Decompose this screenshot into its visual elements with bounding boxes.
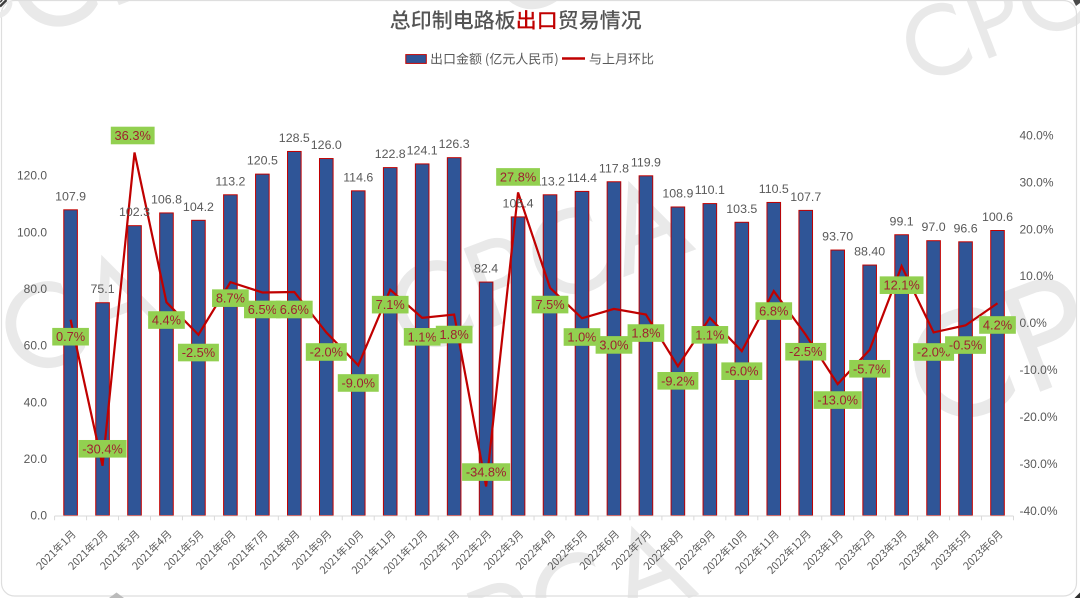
svg-text:128.5: 128.5 <box>279 131 310 145</box>
svg-text:75.1: 75.1 <box>90 282 114 296</box>
svg-text:124.1: 124.1 <box>407 143 438 157</box>
svg-text:36.3%: 36.3% <box>115 128 151 143</box>
svg-text:106.8: 106.8 <box>151 192 182 206</box>
svg-text:6.8%: 6.8% <box>759 304 788 319</box>
svg-text:102.3: 102.3 <box>119 205 150 219</box>
svg-text:-2.0%: -2.0% <box>310 344 343 359</box>
svg-text:4.2%: 4.2% <box>983 317 1012 332</box>
svg-text:88.40: 88.40 <box>854 245 885 259</box>
svg-text:100.0: 100.0 <box>17 225 47 239</box>
svg-text:7.5%: 7.5% <box>535 297 564 312</box>
svg-text:40.0: 40.0 <box>24 395 48 409</box>
svg-text:114.6: 114.6 <box>343 170 373 184</box>
svg-text:0.0%: 0.0% <box>1020 316 1048 330</box>
svg-text:1.1%: 1.1% <box>695 327 724 342</box>
svg-text:119.9: 119.9 <box>631 155 661 169</box>
svg-text:1.0%: 1.0% <box>567 330 596 345</box>
svg-text:-30.4%: -30.4% <box>82 441 123 456</box>
svg-text:4.4%: 4.4% <box>152 313 181 328</box>
svg-text:-2.5%: -2.5% <box>182 345 215 360</box>
svg-text:7.1%: 7.1% <box>376 297 405 312</box>
svg-text:3.0%: 3.0% <box>599 337 628 352</box>
svg-text:10.0%: 10.0% <box>1020 269 1054 283</box>
svg-text:-30.0%: -30.0% <box>1020 457 1058 471</box>
svg-text:100.6: 100.6 <box>982 210 1013 224</box>
svg-text:113.2: 113.2 <box>535 174 565 188</box>
svg-text:27.8%: 27.8% <box>500 169 536 184</box>
svg-text:80.0: 80.0 <box>24 282 48 296</box>
svg-text:-5.7%: -5.7% <box>853 361 886 376</box>
svg-text:8.7%: 8.7% <box>216 291 245 306</box>
svg-text:0.7%: 0.7% <box>56 329 85 344</box>
svg-text:96.6: 96.6 <box>953 221 977 235</box>
svg-text:-2.5%: -2.5% <box>789 344 822 359</box>
svg-text:0.0: 0.0 <box>30 509 47 523</box>
svg-text:93.70: 93.70 <box>822 230 853 244</box>
svg-text:104.2: 104.2 <box>183 200 214 214</box>
svg-text:40.0%: 40.0% <box>1020 128 1054 142</box>
svg-text:97.0: 97.0 <box>922 220 946 234</box>
svg-text:20.0%: 20.0% <box>1020 222 1054 236</box>
svg-text:1.1%: 1.1% <box>408 329 437 344</box>
svg-text:6.6%: 6.6% <box>280 302 309 317</box>
svg-text:103.5: 103.5 <box>726 202 757 216</box>
svg-text:122.8: 122.8 <box>375 147 406 161</box>
svg-text:20.0: 20.0 <box>24 452 48 466</box>
svg-text:105.4: 105.4 <box>503 196 534 210</box>
svg-text:113.2: 113.2 <box>215 174 245 188</box>
svg-text:-20.0%: -20.0% <box>1020 410 1058 424</box>
svg-text:-34.8%: -34.8% <box>466 465 507 480</box>
svg-text:-2.0%: -2.0% <box>917 344 950 359</box>
svg-text:107.9: 107.9 <box>55 189 86 203</box>
svg-text:-6.0%: -6.0% <box>725 364 758 379</box>
svg-text:-13.0%: -13.0% <box>817 393 858 408</box>
svg-text:108.9: 108.9 <box>662 186 693 200</box>
svg-text:12.1%: 12.1% <box>883 278 919 293</box>
svg-text:110.5: 110.5 <box>759 182 789 196</box>
svg-text:30.0%: 30.0% <box>1020 175 1054 189</box>
svg-text:120.5: 120.5 <box>247 154 278 168</box>
svg-text:107.7: 107.7 <box>790 190 821 204</box>
svg-text:126.3: 126.3 <box>439 137 470 151</box>
svg-text:-10.0%: -10.0% <box>1020 363 1058 377</box>
svg-text:-9.2%: -9.2% <box>661 373 694 388</box>
svg-text:-40.0%: -40.0% <box>1020 504 1058 518</box>
svg-text:110.1: 110.1 <box>695 183 725 197</box>
svg-text:1.8%: 1.8% <box>440 327 469 342</box>
svg-text:60.0: 60.0 <box>24 339 48 353</box>
svg-text:117.8: 117.8 <box>599 161 629 175</box>
svg-text:1.8%: 1.8% <box>631 326 660 341</box>
svg-text:114.4: 114.4 <box>567 171 597 185</box>
svg-text:126.0: 126.0 <box>311 138 342 152</box>
svg-text:-9.0%: -9.0% <box>342 375 375 390</box>
svg-text:-0.5%: -0.5% <box>949 338 982 353</box>
svg-text:120.0: 120.0 <box>17 169 47 183</box>
svg-text:99.1: 99.1 <box>890 214 914 228</box>
svg-text:6.5%: 6.5% <box>248 302 277 317</box>
svg-text:82.4: 82.4 <box>474 262 498 276</box>
